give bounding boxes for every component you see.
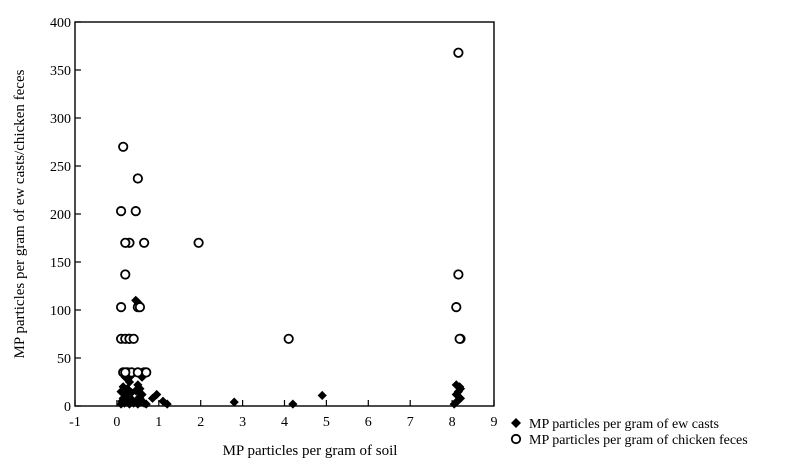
ew-casts-point (229, 397, 239, 407)
x-tick-labels: -1 0 1 2 3 4 5 6 7 8 9 (69, 415, 497, 430)
data-points (115, 47, 466, 409)
ew-casts-point (455, 382, 465, 392)
ew-casts-point (162, 399, 172, 409)
x-tick-label: 7 (407, 415, 414, 430)
x-tick-label: 8 (449, 415, 456, 430)
chicken-feces-point (132, 173, 143, 184)
y-tick-label: 400 (50, 16, 71, 31)
ew-casts-point (120, 389, 130, 400)
y-tick-label: 100 (50, 304, 71, 319)
ew-casts-point (152, 389, 162, 400)
chicken-feces-point (115, 206, 127, 217)
x-tick-label: 0 (113, 415, 120, 430)
y-axis-label: MP particles per gram of ew casts/chicke… (12, 69, 28, 358)
chicken-feces-point (130, 206, 141, 217)
chicken-feces-point (193, 237, 204, 248)
x-tick-label: 2 (197, 415, 204, 430)
ew-casts-point (141, 399, 151, 409)
x-tick-label: 9 (491, 415, 498, 430)
ew-casts-point (288, 399, 298, 409)
ew-casts-point (453, 387, 463, 397)
chicken-feces-point (141, 367, 152, 378)
chicken-feces-point (120, 237, 131, 248)
chicken-feces-point (451, 302, 462, 313)
chicken-feces-point (120, 367, 131, 378)
x-tick-label: 1 (155, 415, 162, 430)
chicken-feces-point (132, 367, 143, 378)
chicken-feces-point (118, 141, 129, 152)
chicken-feces-point (128, 333, 139, 344)
axis-ticks (74, 21, 495, 407)
legend: MP particles per gram of ew casts MP par… (510, 417, 748, 448)
chicken-feces-point (120, 269, 131, 280)
y-tick-label: 200 (50, 208, 71, 223)
ew-casts-point (126, 394, 137, 404)
legend-label-ew-casts: MP particles per gram of ew casts (529, 417, 719, 432)
y-tick-label: 300 (50, 112, 71, 127)
chicken-feces-point (453, 47, 464, 58)
ew-casts-point (451, 389, 461, 400)
y-tick-label: 50 (57, 352, 71, 367)
x-tick-label: -1 (69, 415, 81, 430)
x-axis-label: MP particles per gram of soil (223, 443, 398, 458)
chicken-feces-point (115, 302, 127, 313)
y-tick-label: 150 (50, 256, 71, 271)
x-tick-label: 3 (239, 415, 246, 430)
ew-casts-point (317, 390, 327, 401)
legend-label-chicken-feces: MP particles per gram of chicken feces (529, 433, 748, 448)
ew-casts-point (135, 384, 145, 394)
y-tick-label: 0 (64, 400, 71, 415)
y-tick-label: 350 (50, 64, 71, 79)
y-tick-label: 250 (50, 160, 71, 175)
ew-casts-point (122, 384, 132, 394)
x-tick-label: 5 (323, 415, 330, 430)
x-tick-label: 6 (365, 415, 372, 430)
chicken-feces-point (454, 333, 465, 344)
legend-circle-icon (510, 433, 522, 445)
ew-casts-point (133, 387, 143, 397)
chicken-feces-point (139, 237, 150, 248)
y-tick-labels: 0 50 100 150 200 250 300 350 400 (50, 16, 71, 415)
legend-diamond-icon (511, 418, 521, 428)
chicken-feces-point (453, 269, 464, 280)
x-tick-label: 4 (281, 415, 288, 430)
ew-casts-point (137, 389, 147, 400)
ew-casts-point (137, 372, 147, 382)
ew-casts-point (116, 387, 126, 397)
ew-casts-point (118, 382, 128, 392)
chicken-feces-point (283, 333, 294, 344)
chicken-feces-point (134, 302, 146, 313)
